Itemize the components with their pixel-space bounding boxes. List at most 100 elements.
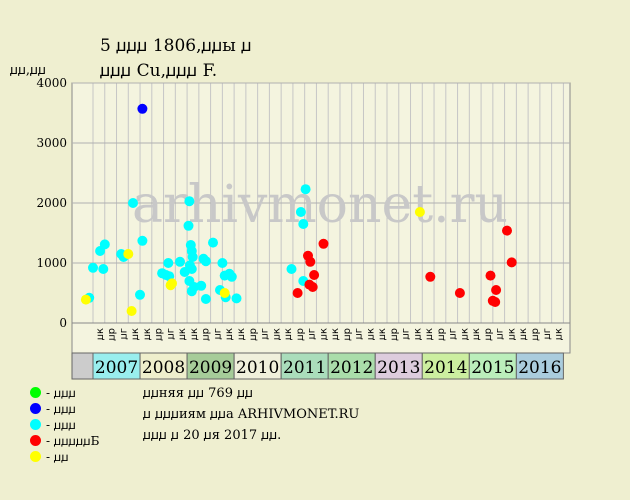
data-point <box>454 288 465 298</box>
quarter-label: ꙡр <box>107 328 118 340</box>
quarter-label: ꙡк <box>318 328 329 340</box>
year-cell <box>468 352 517 380</box>
year-cell <box>233 352 282 380</box>
quarter-label: ꙡр <box>342 328 353 340</box>
quarter-label: ꙡр <box>295 328 306 340</box>
data-point <box>167 278 177 289</box>
y-tick-label: 3000 <box>36 136 67 150</box>
quarter-label: ꙡк <box>471 328 482 340</box>
quarter-label: ꙡк <box>224 328 235 340</box>
year-label: 2011 <box>283 358 326 378</box>
watermark: arhivmonet.ru <box>132 175 508 235</box>
data-point <box>231 293 242 304</box>
quarter-label: ꙡг <box>307 328 318 339</box>
quarter-label: ꙡк <box>177 328 188 340</box>
quarter-label: ꙡг <box>118 328 129 339</box>
data-point <box>305 256 316 267</box>
legend-label: - ꙡꙡꙡ <box>46 386 76 400</box>
data-point <box>298 219 309 229</box>
data-point <box>163 258 174 268</box>
quarter-label: ꙡк <box>236 328 247 340</box>
legend-marker <box>30 435 41 446</box>
year-cell-blank <box>71 352 94 380</box>
data-point <box>126 306 137 316</box>
quarter-label: ꙡр <box>154 328 165 340</box>
data-points <box>80 103 517 316</box>
data-point <box>187 252 198 262</box>
y-tick-label: 2000 <box>36 196 67 210</box>
legend-item: - ꙡꙡꙡ <box>30 384 76 401</box>
data-point <box>286 264 297 274</box>
quarter-label: ꙡг <box>212 328 223 339</box>
year-band: 2007 2008 2009 2010 2011 2012 2013 2014 2015 2016 <box>71 352 564 380</box>
data-point <box>80 294 91 305</box>
data-point <box>300 184 311 195</box>
quarter-label: ꙡр <box>201 328 212 340</box>
quarter-strip <box>71 322 571 354</box>
quarter-label: ꙡк <box>283 328 294 340</box>
year-label: 2014 <box>424 358 467 378</box>
year-label: 2016 <box>518 358 561 378</box>
quarter-label: ꙡг <box>354 328 365 339</box>
year-cell <box>327 352 376 380</box>
quarter-label: ꙡк <box>518 328 529 340</box>
y-axis-unit-label: ꙡꙡ,ꙡꙡ <box>10 63 46 78</box>
year-label: 2013 <box>377 358 420 378</box>
legend-label: - ꙡꙡꙡ <box>46 402 76 416</box>
quarter-label: ꙡк <box>554 328 565 340</box>
data-point <box>128 198 138 208</box>
legend-item: - ꙡꙡꙡ <box>30 416 76 433</box>
chart-title-line2: ꙡꙡꙡ Cu,ꙡꙡꙡ F. <box>100 61 218 81</box>
data-point <box>208 237 218 248</box>
data-point <box>137 235 148 246</box>
data-point <box>309 270 320 280</box>
data-point <box>219 288 230 298</box>
year-label: 2007 <box>95 358 138 378</box>
legend-marker <box>30 387 41 398</box>
data-point <box>485 270 496 281</box>
y-tick-label: 1000 <box>36 256 67 270</box>
data-point <box>99 239 110 250</box>
data-point <box>184 196 195 207</box>
data-point <box>88 262 98 273</box>
data-point <box>506 257 517 268</box>
y-axis-ticks: 0 1000 2000 3000 4000 <box>36 76 67 330</box>
quarter-label: ꙡк <box>459 328 470 340</box>
year-label: 2012 <box>330 358 373 378</box>
quarter-label: ꙡг <box>260 328 271 339</box>
data-point <box>135 289 145 300</box>
year-label: 2009 <box>189 358 232 378</box>
data-point <box>217 258 228 268</box>
legend-item: - ꙡꙡꙡ <box>30 400 76 417</box>
data-point <box>292 288 303 298</box>
data-point <box>318 238 329 249</box>
year-cell <box>139 352 188 380</box>
grid <box>72 82 570 324</box>
data-point <box>490 297 501 307</box>
quarter-label: ꙡк <box>271 328 282 340</box>
data-point <box>175 256 185 267</box>
data-point <box>491 285 502 295</box>
quarter-label: ꙡк <box>189 328 200 340</box>
quarter-label: ꙡк <box>377 328 388 340</box>
data-point <box>226 271 237 282</box>
data-point <box>414 207 425 217</box>
quarter-label: ꙡг <box>165 328 176 339</box>
quarter-label: ꙡк <box>365 328 376 340</box>
year-label: 2015 <box>471 358 514 378</box>
note-average: ꙡꙡняя ꙡꙡ 769 ꙡꙡ <box>143 386 254 401</box>
legend-item: - ꙡꙡ <box>30 448 69 465</box>
year-cell <box>280 352 329 380</box>
quarter-label: ꙡк <box>424 328 435 340</box>
note-date: ꙡꙡꙡ ꙡ 20 ꙡя 2017 ꙡꙡ. <box>143 428 282 443</box>
legend-marker <box>30 419 41 430</box>
y-tick-label: 4000 <box>36 76 67 90</box>
quarter-label: ꙡк <box>130 328 141 340</box>
quarter-labels: ꙡк ꙡр ꙡг ꙡк ꙡк ꙡр ꙡг ꙡк ꙡк ꙡр ꙡг ꙡк ꙡк ꙡр ꙡг ꙡк ꙡк ꙡр ꙡг ꙡк… <box>71 322 571 354</box>
quarter-label: ꙡк <box>330 328 341 340</box>
legend-label: - ꙡꙡꙡ <box>46 418 76 432</box>
year-label: 2008 <box>142 358 185 378</box>
data-point <box>123 249 134 259</box>
quarter-label: ꙡк <box>95 328 106 340</box>
